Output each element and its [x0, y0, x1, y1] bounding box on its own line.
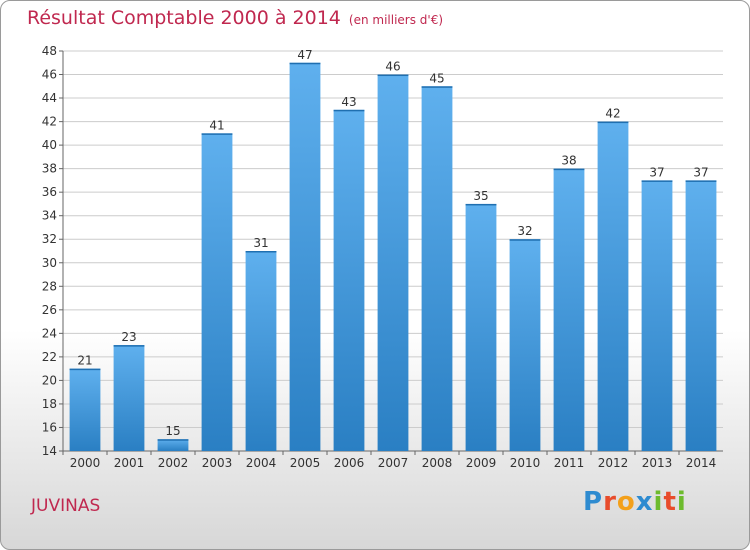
bar-top-edge: [597, 121, 629, 124]
x-tick-label: 2006: [334, 456, 365, 470]
x-tick-label: 2009: [466, 456, 497, 470]
x-tick-label: 2001: [114, 456, 145, 470]
y-tick-label: 46: [42, 68, 57, 82]
bar-top-edge: [157, 439, 189, 441]
x-tick-label: 2012: [598, 456, 629, 470]
x-tick-label: 2014: [686, 456, 717, 470]
bar: [289, 62, 321, 451]
data-label: 43: [341, 95, 356, 109]
logo-letter: x: [635, 487, 654, 517]
bar-top-edge: [685, 180, 717, 182]
y-tick-label: 44: [42, 91, 57, 105]
x-tick-label: 2002: [158, 456, 189, 470]
bar: [113, 345, 145, 451]
x-tick-label: 2000: [70, 456, 101, 470]
x-tick-label: 2007: [378, 456, 409, 470]
bar: [465, 203, 497, 451]
x-tick-label: 2003: [202, 456, 233, 470]
bar: [333, 109, 365, 451]
x-tick-label: 2013: [642, 456, 673, 470]
bar-top-edge: [377, 74, 409, 77]
y-tick-label: 36: [42, 185, 57, 199]
data-label: 42: [605, 107, 620, 121]
y-tick-label: 14: [42, 444, 57, 458]
data-label: 46: [385, 60, 400, 74]
y-tick-label: 38: [42, 162, 57, 176]
bar-top-edge: [553, 168, 585, 171]
data-label: 31: [253, 236, 268, 250]
bar: [157, 439, 189, 451]
x-tick-label: 2005: [290, 456, 321, 470]
y-tick-label: 42: [42, 115, 57, 129]
data-label: 21: [77, 354, 92, 368]
y-tick-label: 34: [42, 209, 57, 223]
logo-letter: r: [603, 487, 617, 517]
y-tick-label: 22: [42, 350, 57, 364]
data-label: 15: [165, 424, 180, 438]
data-label: 47: [297, 48, 312, 62]
data-label: 32: [517, 224, 532, 238]
y-tick-label: 48: [42, 44, 57, 58]
bar: [597, 121, 629, 452]
bar: [377, 74, 409, 451]
bar: [201, 133, 233, 451]
logo-letter: o: [616, 487, 636, 517]
bar-top-edge: [289, 62, 321, 65]
y-tick-label: 26: [42, 303, 57, 317]
y-tick-label: 20: [42, 373, 57, 387]
commune-name: JUVINAS: [31, 496, 101, 516]
logo-letter: P: [583, 487, 604, 517]
bar-top-edge: [201, 133, 233, 135]
bar-top-edge: [641, 180, 673, 182]
x-tick-label: 2010: [510, 456, 541, 470]
y-tick-label: 32: [42, 232, 57, 246]
data-label: 41: [209, 118, 224, 132]
data-label: 45: [429, 71, 444, 85]
bar: [421, 86, 453, 451]
bar-top-edge: [113, 345, 145, 347]
title-text: Résultat Comptable 2000 à 2014: [27, 7, 341, 29]
data-label: 35: [473, 189, 488, 203]
bar: [553, 168, 585, 451]
bar-top-edge: [421, 86, 453, 88]
y-tick-label: 30: [42, 256, 57, 270]
bar-top-edge: [333, 109, 365, 112]
bar-top-edge: [509, 239, 541, 241]
bar-top-edge: [465, 203, 497, 206]
y-tick-label: 24: [42, 326, 57, 340]
proxiti-logo: Proxiti: [583, 487, 687, 517]
data-label: 38: [561, 154, 576, 168]
y-tick-label: 28: [42, 279, 57, 293]
data-label: 37: [649, 165, 664, 179]
logo-letter: i: [653, 487, 664, 517]
y-tick-label: 40: [42, 138, 57, 152]
logo-letter: t: [663, 487, 677, 517]
x-tick-label: 2011: [554, 456, 585, 470]
bar-top-edge: [69, 368, 101, 371]
chart-title: Résultat Comptable 2000 à 2014 (en millie…: [27, 7, 443, 29]
logo-letter: i: [676, 487, 687, 517]
bar: [509, 239, 541, 451]
y-tick-label: 16: [42, 420, 57, 434]
bar: [641, 180, 673, 452]
x-tick-label: 2008: [422, 456, 453, 470]
bar: [245, 251, 277, 451]
y-tick-label: 18: [42, 397, 57, 411]
x-tick-label: 2004: [246, 456, 277, 470]
bar-top-edge: [245, 251, 277, 253]
data-label: 37: [693, 165, 708, 179]
bar: [69, 368, 101, 451]
unit-note: (en milliers d'€): [348, 13, 444, 27]
data-label: 23: [121, 330, 136, 344]
bar: [685, 180, 717, 452]
